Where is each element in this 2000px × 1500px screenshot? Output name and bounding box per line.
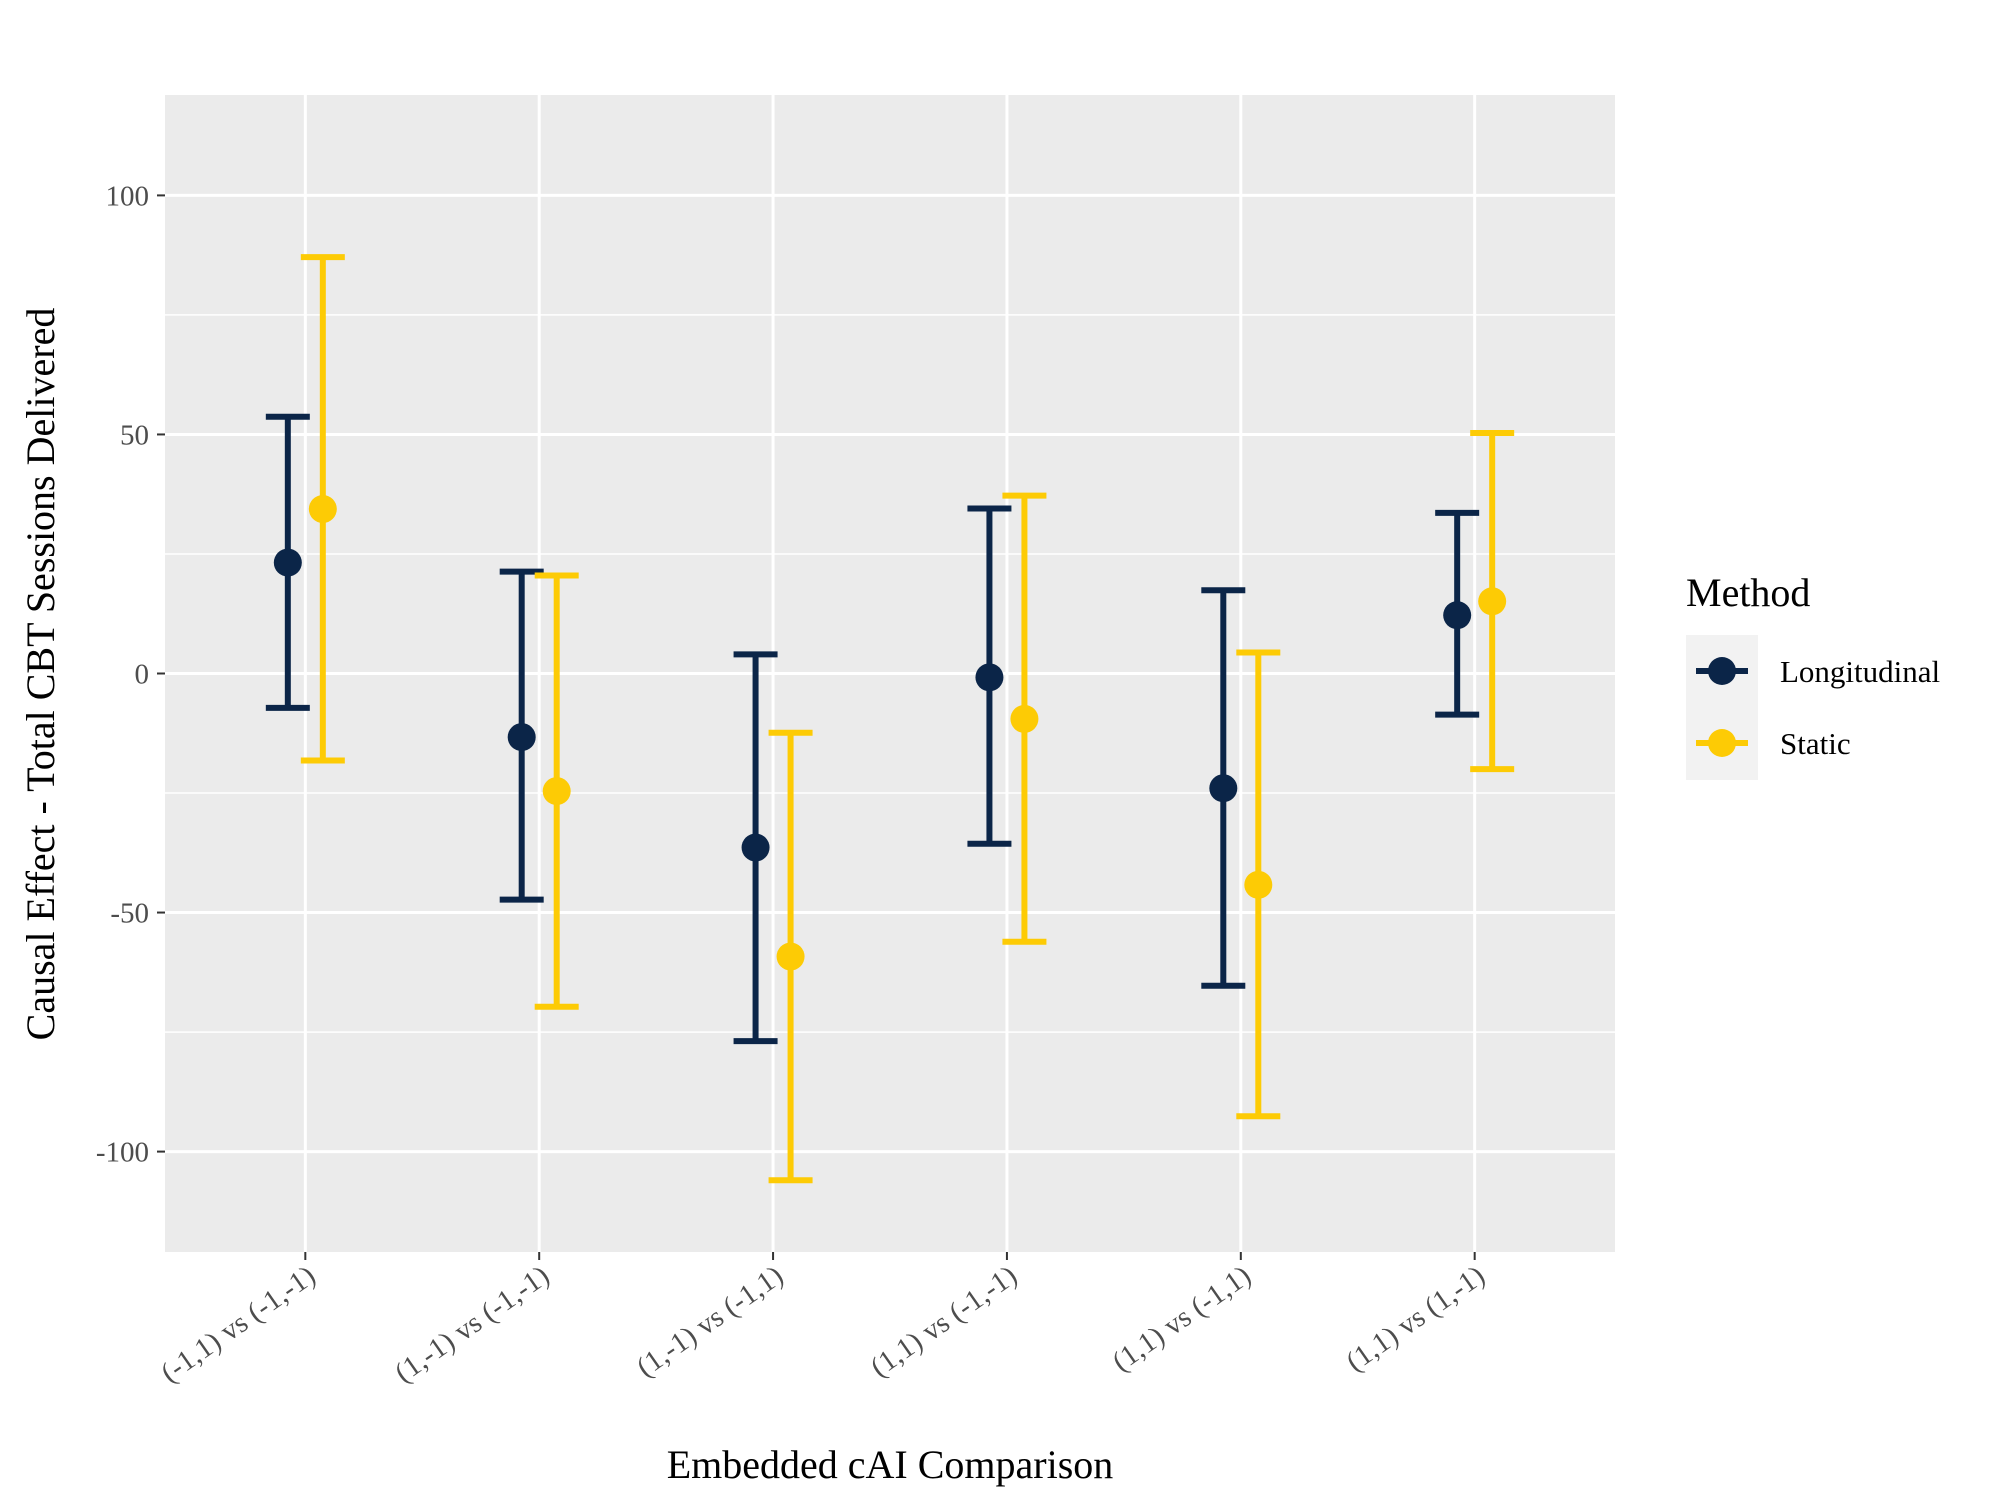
point-estimate-static — [542, 777, 571, 806]
y-axis-title: Causal Effect - Total CBT Sessions Deliv… — [18, 308, 63, 1041]
point-estimate-static — [1010, 704, 1039, 733]
x-tick-label: (1,-1) vs (-1,-1) — [389, 1260, 555, 1390]
x-tick-label: (1,1) vs (-1,1) — [1107, 1260, 1257, 1379]
point-estimate-longitudinal — [741, 833, 770, 862]
point-estimate-longitudinal — [507, 723, 536, 752]
legend-label-longitudinal: Longitudinal — [1780, 654, 1940, 689]
y-tick-label: -100 — [96, 1137, 149, 1169]
x-tick-label: (-1,1) vs (-1,-1) — [155, 1260, 321, 1390]
point-estimate-longitudinal — [1443, 601, 1472, 630]
x-tick-label: (1,1) vs (-1,-1) — [865, 1260, 1023, 1384]
y-tick-label: 0 — [135, 659, 150, 691]
x-axis-title: Embedded cAI Comparison — [667, 1442, 1114, 1487]
point-estimate-static — [776, 942, 805, 971]
point-estimate-longitudinal — [1209, 774, 1238, 803]
legend-title: Method — [1686, 570, 1810, 615]
legend: Method Longitudinal Static — [1686, 570, 1940, 780]
x-tick-label: (1,-1) vs (-1,1) — [631, 1260, 789, 1384]
point-estimate-static — [308, 495, 337, 524]
x-tick-label: (1,1) vs (1,-1) — [1340, 1260, 1490, 1379]
y-tick-label: -50 — [110, 898, 149, 930]
legend-key-point — [1708, 729, 1736, 757]
point-estimate-static — [1244, 870, 1273, 899]
major-gridlines — [165, 95, 1615, 1252]
y-tick-label: 50 — [120, 419, 149, 451]
point-estimate-longitudinal — [273, 548, 302, 577]
point-estimate-longitudinal — [975, 663, 1004, 692]
minor-gridlines — [165, 314, 1615, 1033]
y-tick-label: 100 — [106, 180, 150, 212]
legend-label-static: Static — [1780, 726, 1851, 761]
data-marks — [265, 254, 1515, 1184]
point-estimate-static — [1478, 587, 1507, 616]
legend-key-background — [1686, 635, 1758, 780]
legend-key-point — [1708, 657, 1736, 685]
